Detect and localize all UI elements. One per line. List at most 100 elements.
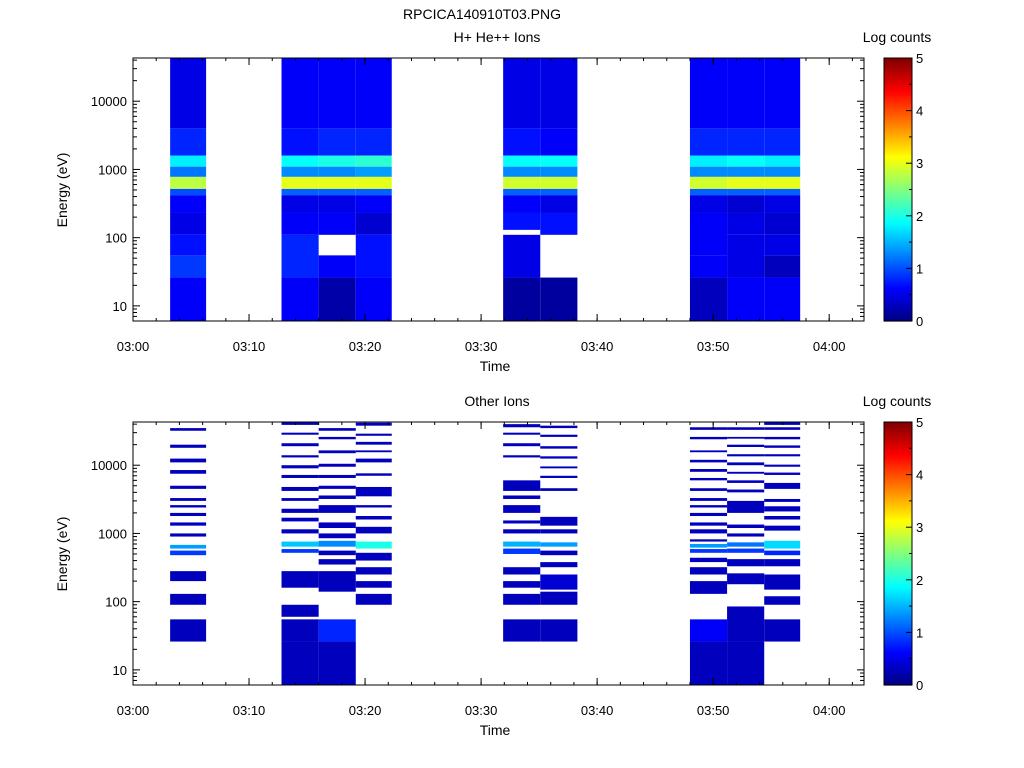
heatmap-cell [540, 529, 578, 534]
colorbar-swatch [884, 257, 912, 261]
heatmap-cell [727, 454, 765, 457]
colorbar-swatch [884, 472, 912, 476]
heatmap-cell [503, 619, 541, 642]
colorbar-swatch [884, 424, 912, 427]
heatmap-cell [689, 58, 728, 129]
heatmap-cell [355, 58, 392, 129]
colorbar-swatch [884, 108, 912, 112]
heatmap-cell [727, 533, 765, 537]
heatmap-cell [689, 512, 728, 517]
heatmap-cell [764, 506, 801, 512]
heatmap-cell [318, 522, 356, 529]
figure-title: RPCICA140910T03.PNG [403, 6, 561, 22]
heatmap-cell [727, 427, 765, 430]
colorbar-swatch [884, 612, 912, 616]
colorbar-swatch [884, 555, 912, 559]
heatmap-cell [503, 495, 541, 499]
heatmap-cell [170, 212, 207, 235]
colorbar-swatch [884, 443, 912, 447]
heatmap-cell [764, 195, 801, 213]
colorbar-swatch [884, 542, 912, 546]
colorbar-swatch [884, 136, 912, 140]
colorbar-swatch [884, 494, 912, 498]
heatmap-cell [689, 212, 728, 256]
colorbar-swatch [884, 481, 912, 484]
heatmap-cell [764, 427, 801, 430]
heatmap-cell [355, 526, 392, 534]
colorbar-swatch [884, 71, 912, 74]
heatmap-cell [318, 550, 356, 556]
colorbar-swatch [884, 492, 912, 495]
colorbar-swatch [884, 250, 912, 254]
heatmap-cell [540, 128, 578, 156]
heatmap-cell [727, 559, 765, 567]
colorbar-swatch [884, 663, 912, 666]
heatmap-cell [689, 188, 728, 196]
heatmap-cell [281, 58, 319, 129]
heatmap-cell [503, 520, 541, 524]
colorbar-swatch [884, 485, 912, 489]
colorbar-swatch [884, 584, 912, 587]
colorbar-swatch [884, 463, 912, 467]
colorbar-swatch [884, 176, 912, 180]
heatmap-cell [764, 596, 801, 605]
colorbar-swatch [884, 474, 912, 478]
colorbar-swatch [884, 244, 912, 248]
colorbar-swatch [884, 279, 912, 283]
colorbar-swatch [884, 235, 912, 239]
colorbar-swatch [884, 307, 912, 311]
heatmap-cell [318, 619, 356, 642]
colorbar-swatch [884, 581, 912, 585]
colorbar-swatch [884, 141, 912, 145]
heatmap-cell [355, 552, 392, 561]
heatmap-cell [281, 443, 319, 447]
colorbar-swatch [884, 215, 912, 219]
colorbar: 0 1 2 3 4 5 [883, 51, 923, 329]
colorbar-swatch [884, 268, 912, 272]
x-tick-label: 03:00 [117, 703, 150, 718]
colorbar-swatch [884, 625, 912, 629]
heatmap-cell [727, 471, 765, 474]
panel-other-ions: Other Ions Log counts Time Energy (eV) 0… [54, 393, 931, 738]
colorbar-swatch [884, 312, 912, 316]
colorbar-swatch [884, 446, 912, 449]
colorbar-swatch [884, 277, 912, 280]
colorbar-swatch [884, 511, 912, 515]
colorbar-swatch [884, 476, 912, 480]
colorbar-swatch [884, 505, 912, 509]
x-tick-label: 03:00 [117, 339, 150, 354]
heatmap-cell [503, 277, 541, 321]
heatmap-cell [318, 155, 356, 167]
heatmap-cell [170, 176, 207, 189]
heatmap-cell [540, 58, 578, 129]
colorbar-swatch [884, 99, 912, 103]
heatmap-cell [281, 517, 319, 522]
colorbar-swatch [884, 478, 912, 482]
colorbar-swatch [884, 649, 912, 653]
heatmap-cell [689, 427, 728, 430]
colorbar-label: Log counts [863, 393, 932, 409]
heatmap-cell [540, 466, 578, 469]
heatmap-cell [355, 458, 392, 463]
colorbar-swatch [884, 211, 912, 215]
y-tick-label: 10000 [91, 458, 127, 473]
colorbar-swatch [884, 288, 912, 291]
y-tick-label: 10 [113, 299, 127, 314]
colorbar-swatch [884, 174, 912, 177]
heatmap-cell [764, 454, 801, 457]
heatmap-cell [355, 128, 392, 156]
heatmap-cell [503, 166, 541, 177]
heatmap-cell [355, 422, 392, 426]
colorbar-swatch [884, 163, 912, 166]
heatmap-cell [170, 522, 207, 526]
colorbar-swatch [884, 93, 912, 96]
heatmap-cell [355, 155, 392, 167]
colorbar-swatch [884, 619, 912, 623]
heatmap-cell [727, 444, 765, 447]
heatmap-cell [318, 571, 356, 592]
heatmap-cell [281, 195, 319, 213]
heatmap-cell [281, 422, 319, 425]
colorbar-swatch [884, 546, 912, 550]
heatmap-cell [281, 541, 319, 547]
heatmap-cell [727, 195, 765, 213]
